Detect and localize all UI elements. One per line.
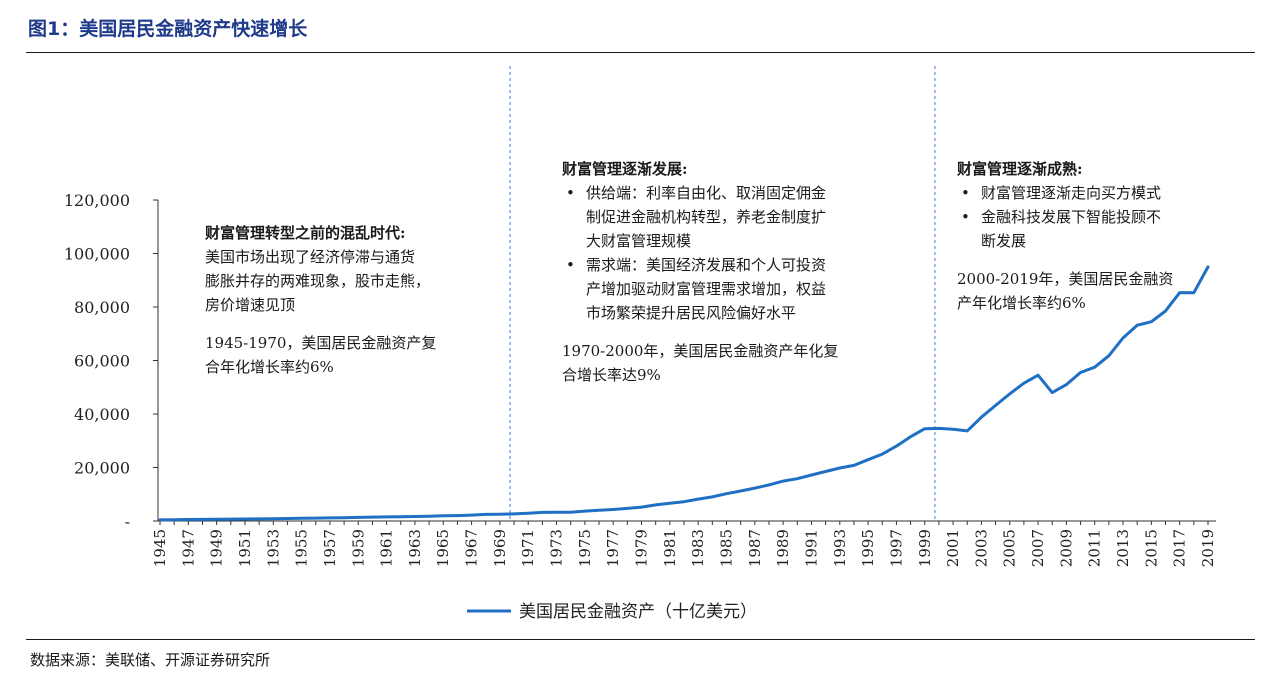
x-tick-label: 1947 [179, 529, 197, 567]
x-tick-label: 1965 [434, 529, 452, 567]
x-tick-label: 1955 [293, 529, 311, 567]
growth-note: 1945-1970，美国居民金融资产复 [205, 334, 437, 352]
series-line [158, 265, 1210, 522]
x-tick-label: 1959 [349, 529, 367, 567]
x-tick-label: 2017 [1171, 529, 1189, 567]
annotation-heading: 财富管理转型之前的混乱时代: [205, 224, 406, 242]
x-tick-label: 1971 [519, 529, 537, 567]
growth-note: 1970-2000年，美国居民金融资产年化复 [562, 342, 839, 360]
annotation-line: 膨胀并存的两难现象，股市走熊， [205, 272, 431, 290]
x-tick-label: 1957 [321, 529, 339, 567]
x-tick-label: 2011 [1086, 529, 1104, 567]
x-tick-label: 1997 [887, 529, 905, 567]
y-tick-label: 100,000 [64, 245, 130, 264]
bullet-supply-side: 供给端：利率自由化、取消固定佣金 制促进金融机构转型，养老金制度扩 大财富管理规… [562, 181, 922, 253]
x-tick-label: 2009 [1057, 529, 1075, 567]
bottom-rule [26, 639, 1255, 640]
bullet-line: 市场繁荣提升居民风险偏好水平 [586, 304, 797, 322]
x-tick-label: 1977 [604, 529, 622, 567]
annotation-line: 美国市场出现了经济停滞与通货 [205, 248, 416, 266]
x-tick-label: 1949 [208, 529, 226, 567]
bullet-buy-side-model: 财富管理逐渐走向买方模式 [957, 181, 1247, 205]
x-tick-label: 1975 [576, 529, 594, 567]
x-tick-label: 1995 [859, 529, 877, 567]
y-tick-label: 120,000 [64, 191, 130, 210]
x-tick-label: 2015 [1142, 529, 1160, 567]
x-tick-label: 1999 [916, 529, 934, 567]
growth-note: 合年化增长率约6% [205, 358, 334, 376]
bullet-demand-side: 需求端：美国经济发展和个人可投资 产增加驱动财富管理需求增加，权益 市场繁荣提升… [562, 253, 922, 325]
x-tick-label: 1979 [633, 529, 651, 567]
y-tick-label: 60,000 [74, 352, 130, 371]
bullet-line: 大财富管理规模 [586, 232, 692, 250]
y-tick-label: 40,000 [74, 405, 130, 424]
legend-label: 美国居民金融资产（十亿美元） [519, 602, 757, 622]
x-tick-label: 1967 [463, 529, 481, 567]
annotation-heading: 财富管理逐渐成熟: [957, 160, 1083, 178]
x-tick-label: 2005 [1001, 529, 1019, 567]
growth-note: 产年化增长率约6% [957, 294, 1086, 312]
x-tick-label: 1973 [548, 529, 566, 567]
bullet-line: 制促进金融机构转型，养老金制度扩 [586, 208, 827, 226]
bullet-line: 财富管理逐渐走向买方模式 [981, 184, 1162, 202]
x-tick-label: 2007 [1029, 529, 1047, 567]
data-source: 数据来源：美联储、开源证券研究所 [30, 651, 271, 669]
bullet-line: 供给端：利率自由化、取消固定佣金 [586, 184, 827, 202]
growth-note: 2000-2019年，美国居民金融资 [957, 270, 1174, 288]
x-tick-label: 1981 [661, 529, 679, 567]
x-tick-label: 1987 [746, 529, 764, 567]
x-tick-label: 1983 [689, 529, 707, 567]
x-tick-label: 2019 [1199, 529, 1217, 567]
x-tick-label: 1963 [406, 529, 424, 567]
x-tick-label: 1985 [717, 529, 735, 567]
y-tick-label: - [125, 512, 130, 531]
y-tick-label: 20,000 [74, 459, 130, 478]
bullet-line: 金融科技发展下智能投顾不 [981, 208, 1162, 226]
figure-title: 图1：美国居民金融资产快速增长 [28, 18, 308, 40]
bullet-robo-advisor: 金融科技发展下智能投顾不 断发展 [957, 205, 1247, 253]
annotation-period-2000-2019: 财富管理逐渐成熟: 财富管理逐渐走向买方模式 金融科技发展下智能投顾不 断发展 … [957, 157, 1247, 315]
x-tick-label: 1945 [151, 529, 169, 567]
x-tick-label: 2013 [1114, 529, 1132, 567]
x-tick-label: 1969 [491, 529, 509, 567]
bullet-line: 断发展 [981, 232, 1027, 250]
bullet-line: 需求端：美国经济发展和个人可投资 [586, 256, 827, 274]
x-tick-label: 1961 [378, 529, 396, 567]
x-tick-label: 1951 [236, 529, 254, 567]
annotation-line: 房价增速见顶 [205, 296, 296, 314]
x-tick-label: 1993 [831, 529, 849, 567]
annotation-period-1970-2000: 财富管理逐渐发展: 供给端：利率自由化、取消固定佣金 制促进金融机构转型，养老金… [562, 157, 922, 387]
annotation-period-1945-1970: 财富管理转型之前的混乱时代: 美国市场出现了经济停滞与通货 膨胀并存的两难现象，… [205, 221, 505, 379]
x-tick-label: 2001 [944, 529, 962, 567]
y-tick-label: 80,000 [74, 298, 130, 317]
x-tick-label: 2003 [972, 529, 990, 567]
x-tick-label: 1989 [774, 529, 792, 567]
x-tick-label: 1991 [802, 529, 820, 567]
x-tick-label: 1953 [264, 529, 282, 567]
growth-note: 合增长率达9% [562, 366, 661, 384]
annotation-heading: 财富管理逐渐发展: [562, 160, 688, 178]
top-rule [26, 52, 1255, 53]
bullet-line: 产增加驱动财富管理需求增加，权益 [586, 280, 827, 298]
